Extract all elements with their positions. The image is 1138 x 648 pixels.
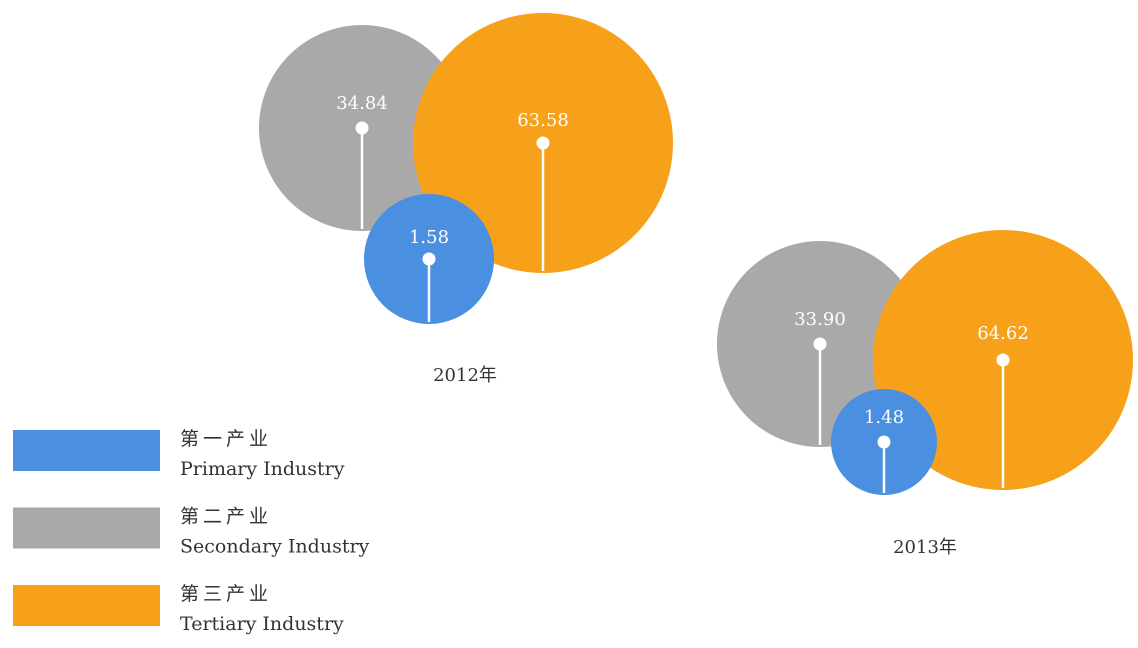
legend-swatch xyxy=(13,507,160,549)
value-label: 64.62 xyxy=(977,323,1029,344)
value-label: 1.58 xyxy=(409,227,449,248)
legend-name-en: Secondary Industry xyxy=(180,536,370,558)
value-label: 33.90 xyxy=(794,309,846,330)
legend-swatch xyxy=(13,430,160,471)
pointer-dot xyxy=(355,121,369,135)
value-label: 63.58 xyxy=(517,110,569,131)
pointer-dot xyxy=(813,337,827,351)
value-label: 34.84 xyxy=(336,93,388,114)
pointer-dot xyxy=(422,252,436,266)
legend-name: 第三产业 xyxy=(180,583,272,605)
pointer-dot xyxy=(877,435,891,449)
legend-name-en: Primary Industry xyxy=(180,458,345,480)
value-label: 1.48 xyxy=(864,407,904,428)
legend-name-en: Tertiary Industry xyxy=(180,613,344,635)
legend-name: 第一产业 xyxy=(180,428,272,450)
pointer-dot xyxy=(536,136,550,150)
year-label: 2013年 xyxy=(893,537,957,558)
legend-name: 第二产业 xyxy=(180,506,272,528)
year-label: 2012年 xyxy=(433,365,497,386)
pointer-dot xyxy=(996,353,1010,367)
legend-swatch xyxy=(13,585,160,626)
